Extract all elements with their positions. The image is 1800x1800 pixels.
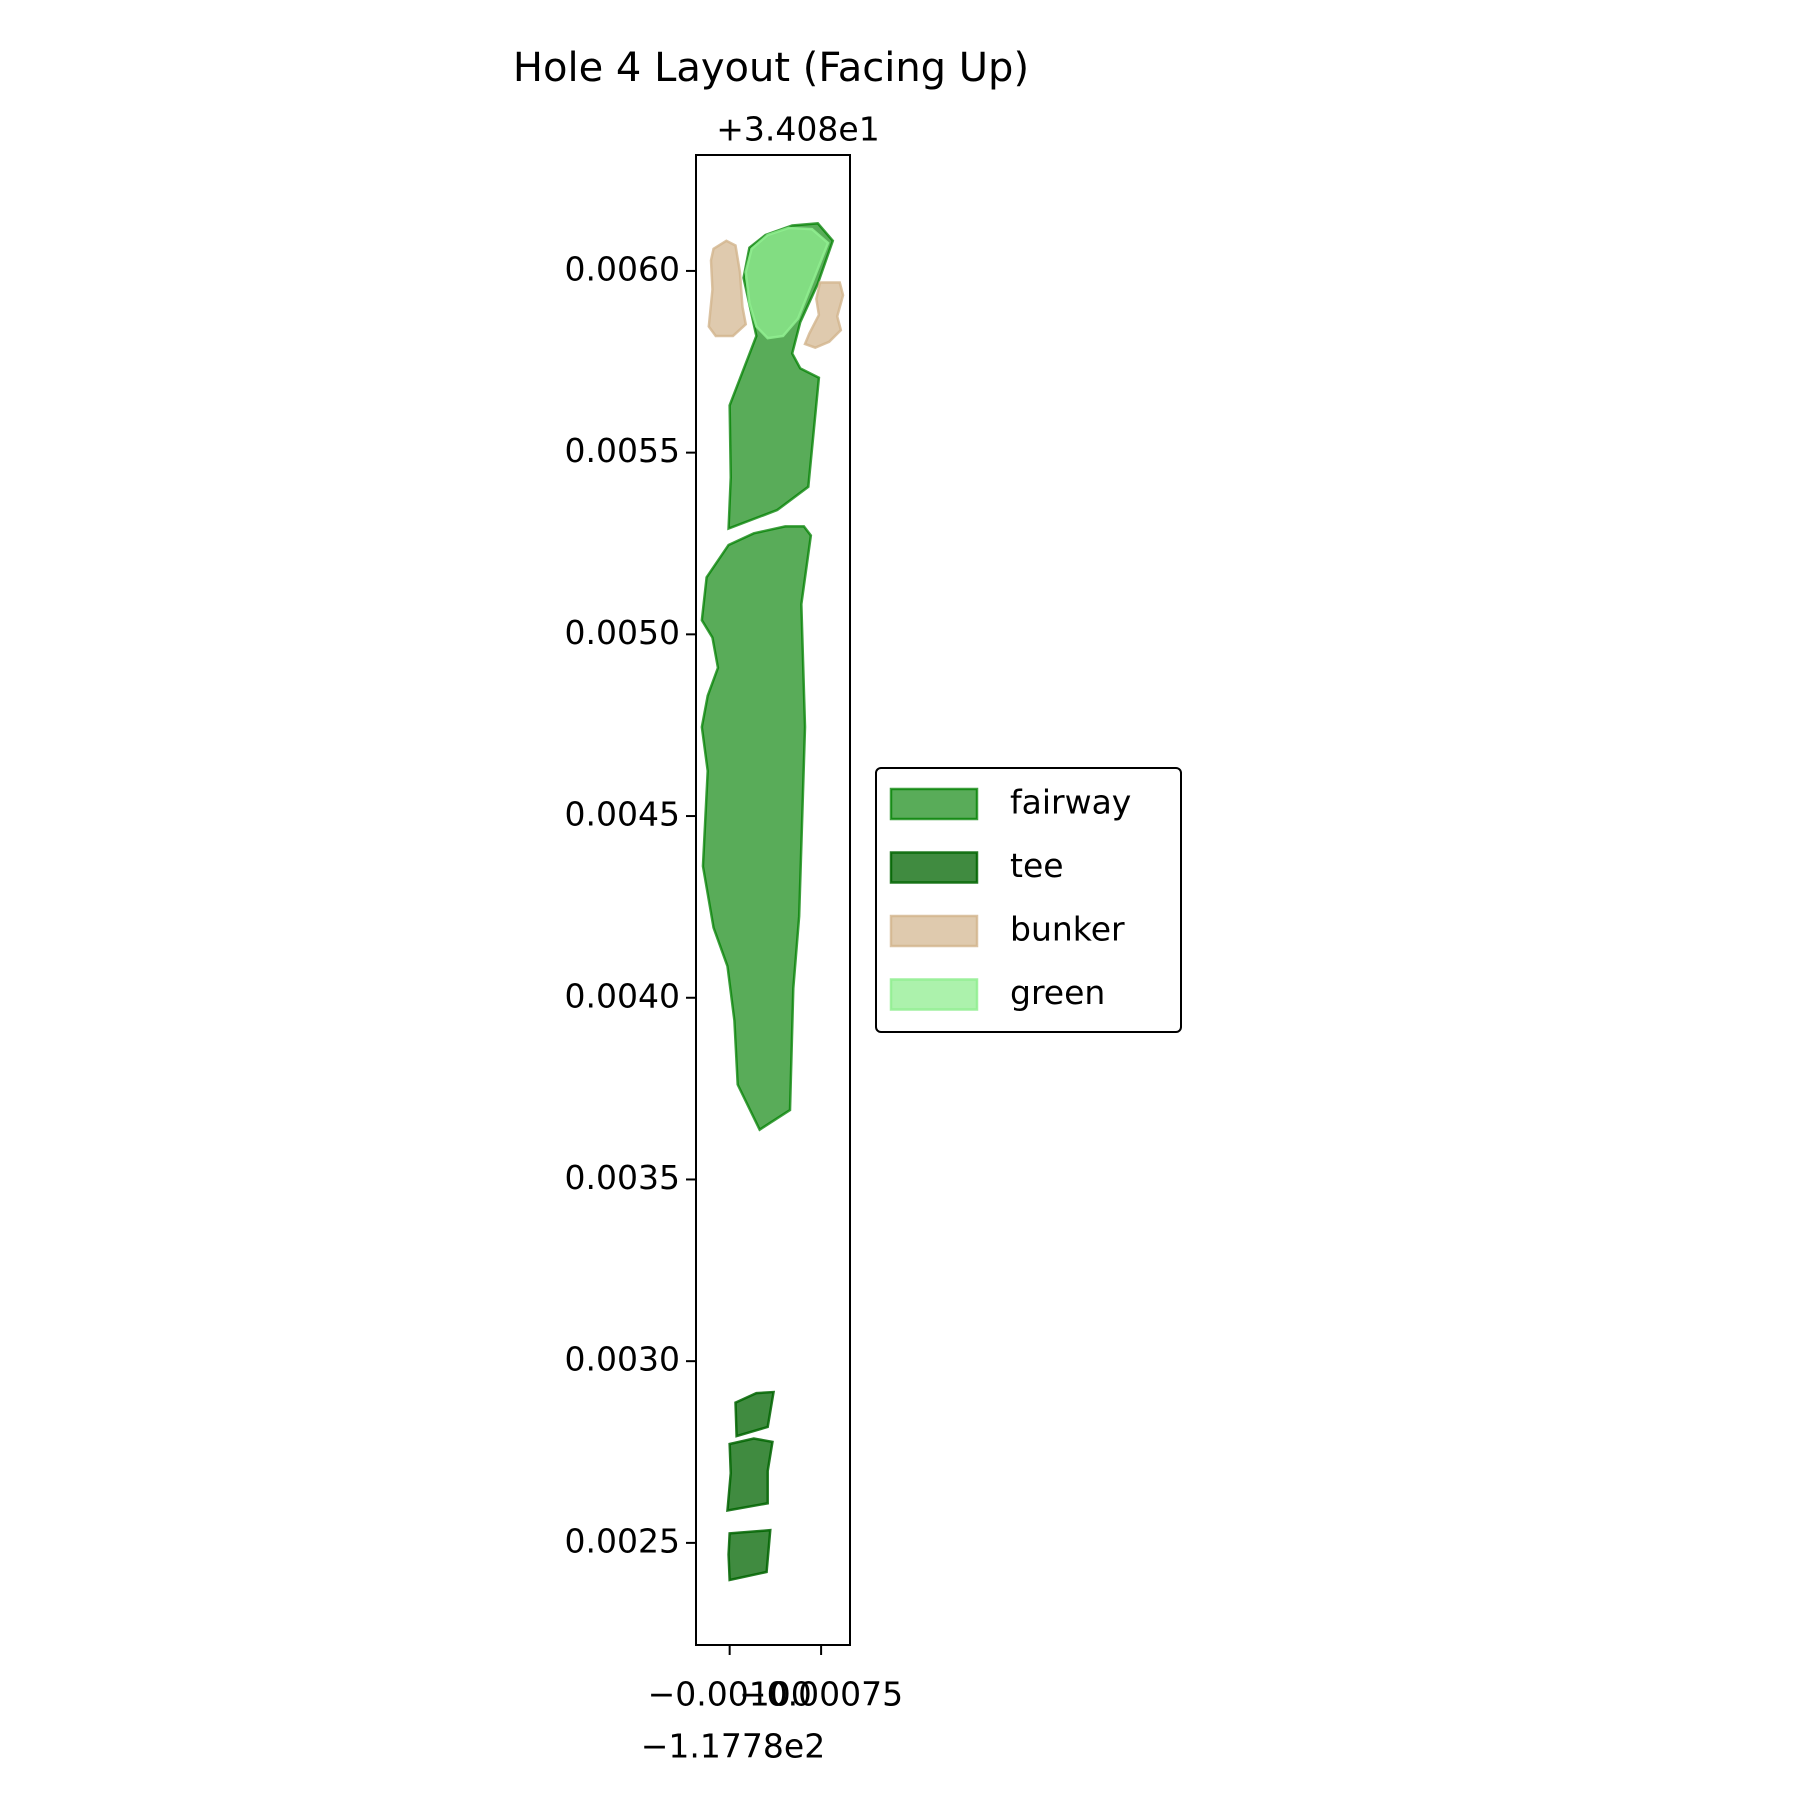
x-tick-label: −0.00100: [648, 1675, 812, 1714]
y-offset-label: +3.408e1: [716, 110, 879, 149]
tee-polygon: [726, 1437, 774, 1513]
legend-label: green: [1010, 973, 1105, 1012]
legend-swatch: [889, 851, 979, 884]
x-offset-label: −1.1778e2: [641, 1727, 825, 1766]
legend-swatch: [889, 914, 979, 948]
legend-label: fairway: [1010, 783, 1131, 822]
bunker-polygon: [707, 239, 748, 338]
y-tick-label: 0.0050: [565, 613, 680, 652]
tee-polygon: [727, 1528, 772, 1582]
plot-area: [700, 222, 845, 1582]
legend-box: [875, 767, 1182, 1033]
legend-swatch: [889, 978, 979, 1011]
chart-title: Hole 4 Layout (Facing Up): [513, 45, 1029, 91]
y-tick-label: 0.0060: [565, 249, 680, 288]
legend-label: bunker: [1010, 910, 1125, 949]
x-tick-label: −0.00075: [739, 1675, 903, 1714]
bunker-polygon: [803, 281, 845, 349]
tee-polygon: [734, 1390, 776, 1438]
y-tick-label: 0.0035: [565, 1158, 680, 1197]
legend-swatch: [889, 787, 979, 821]
y-tick-label: 0.0040: [565, 976, 680, 1015]
legend-label: tee: [1010, 846, 1064, 885]
y-tick-label: 0.0055: [565, 431, 680, 470]
y-tick-label: 0.0045: [565, 795, 680, 834]
y-tick-label: 0.0030: [565, 1340, 680, 1379]
green-polygon: [744, 226, 830, 340]
axes-frame: [695, 154, 851, 1646]
fairway-polygon: [700, 525, 813, 1132]
y-tick-label: 0.0025: [565, 1521, 680, 1560]
